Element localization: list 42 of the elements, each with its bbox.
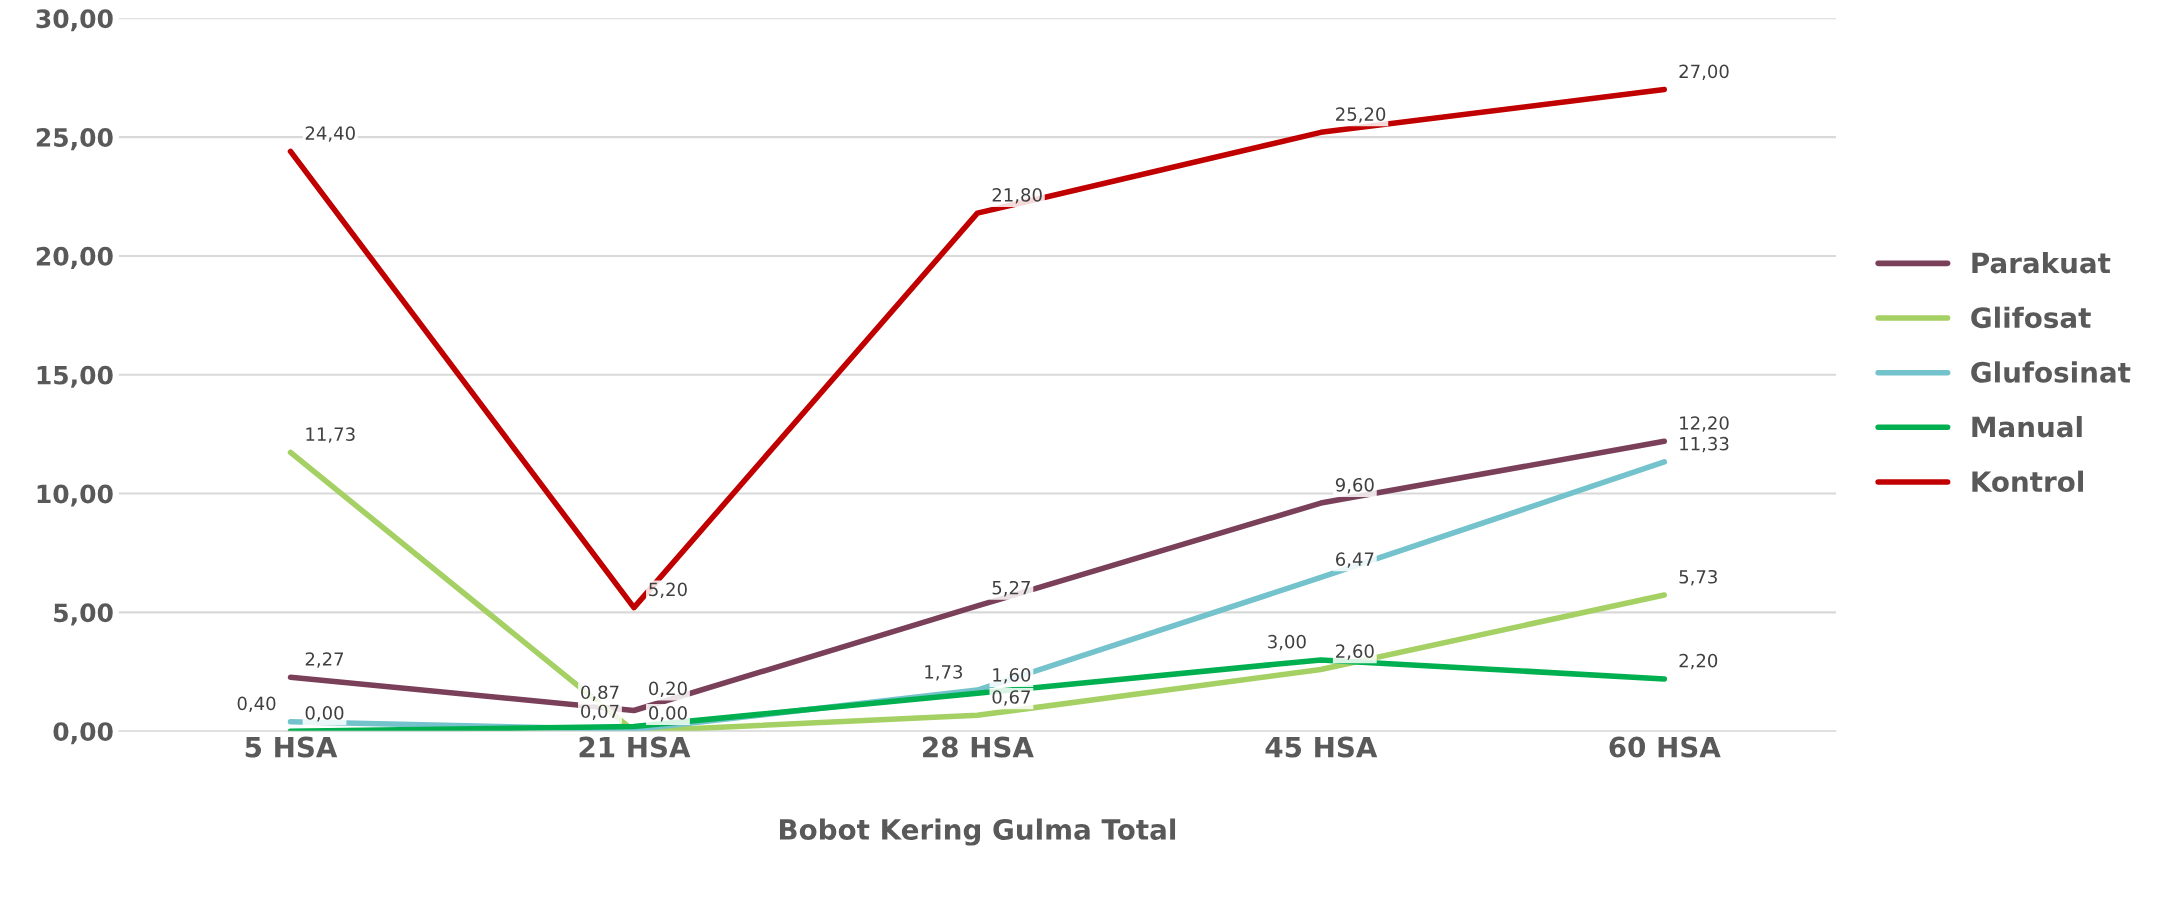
- data-label: 5,27: [992, 580, 1030, 597]
- data-label: 27,00: [1679, 64, 1729, 80]
- data-label: 25,20: [1336, 107, 1386, 123]
- x-tick-label: 60 HSA: [1609, 736, 1721, 758]
- data-label: 2,60: [1336, 644, 1374, 660]
- data-label: 1,60: [993, 668, 1031, 684]
- x-tick-label: 45 HSA: [1265, 736, 1378, 758]
- y-tick-label: 25,00: [36, 128, 113, 151]
- data-label: 5,73: [1679, 569, 1717, 586]
- data-label: 0,20: [649, 681, 687, 698]
- x-tick-label: 21 HSA: [579, 736, 691, 758]
- data-label: 24,40: [305, 126, 355, 142]
- data-label: 9,60: [1335, 477, 1374, 494]
- data-label: 0,87: [581, 685, 619, 701]
- x-axis-title: Bobot Kering Gulma Total: [779, 818, 1176, 846]
- y-tick-label: 0,00: [53, 722, 113, 745]
- legend-label: Kontrol: [1972, 470, 2083, 493]
- data-label: 0,67: [992, 690, 1030, 706]
- y-tick-label: 10,00: [37, 484, 113, 507]
- data-label: 11,33: [1680, 436, 1729, 453]
- data-label: 1,73: [925, 665, 963, 681]
- data-label: 11,73: [306, 427, 355, 443]
- y-tick-label: 20,00: [36, 246, 113, 269]
- y-tick-label: 5,00: [54, 603, 113, 626]
- legend-label: Glifosat: [1971, 306, 2091, 329]
- y-tick-label: 30,00: [36, 9, 113, 32]
- data-label: 2,20: [1679, 653, 1718, 670]
- data-label: 2,27: [305, 652, 344, 668]
- legend-label: Glufosinat: [1971, 361, 2131, 383]
- y-tick-label: 15,00: [37, 365, 113, 388]
- data-label: 3,00: [1268, 634, 1306, 651]
- data-label: 6,47: [1335, 552, 1374, 568]
- data-label: 12,20: [1680, 416, 1729, 432]
- legend-label: Parakuat: [1972, 251, 2111, 274]
- data-label: 21,80: [992, 188, 1042, 204]
- data-label: 0,00: [649, 706, 687, 722]
- x-tick-label: 28 HSA: [923, 736, 1034, 758]
- data-label: 5,20: [649, 582, 687, 599]
- data-label: 0,00: [305, 706, 344, 722]
- legend-label: Manual: [1972, 415, 2082, 438]
- data-label: 0,40: [237, 696, 276, 713]
- x-tick-label: 5 HSA: [245, 736, 338, 758]
